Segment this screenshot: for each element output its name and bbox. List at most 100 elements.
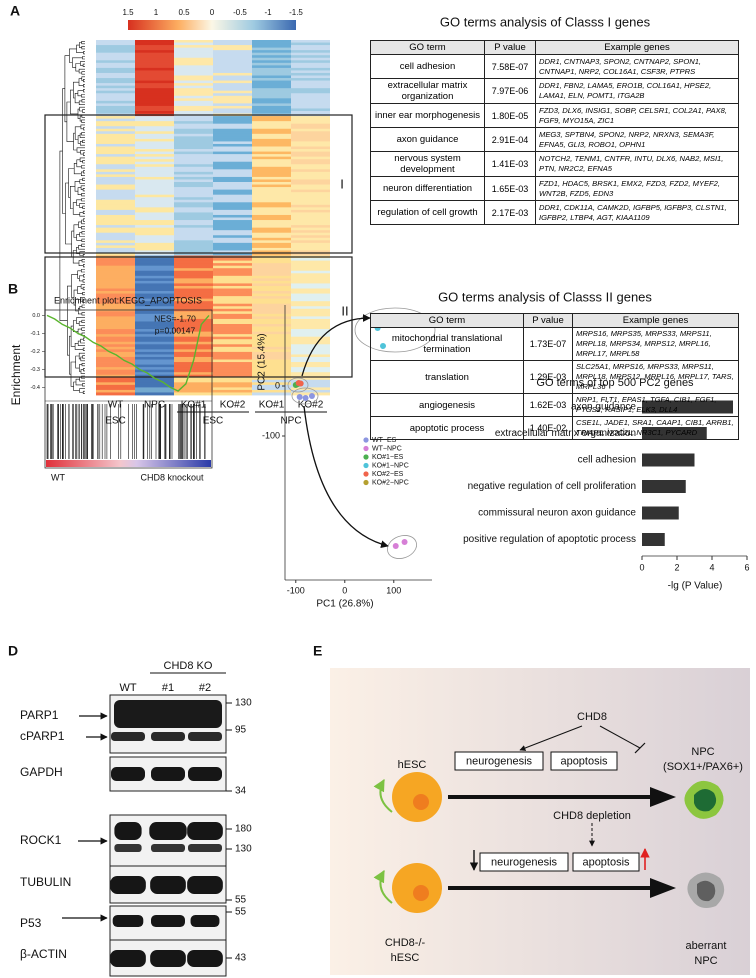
heatmap-cell bbox=[291, 377, 330, 381]
heatmap-cell bbox=[96, 189, 135, 193]
protein-label: cPARP1 bbox=[20, 729, 65, 743]
heatmap-cell bbox=[96, 60, 135, 64]
heatmap-cell bbox=[291, 362, 330, 365]
heatmap-cell bbox=[291, 136, 330, 140]
heatmap-cell bbox=[291, 245, 330, 249]
heatmap-cell bbox=[174, 159, 213, 163]
heatmap-cell bbox=[96, 187, 135, 191]
x-tick-label: 2 bbox=[674, 562, 679, 572]
heatmap-cell bbox=[96, 242, 135, 246]
go-table-class-2: GO term P value Example genes mitochondrial… bbox=[370, 313, 739, 440]
heatmap-cell bbox=[213, 184, 252, 188]
heatmap-cell bbox=[135, 116, 174, 120]
heatmap-cell bbox=[291, 146, 330, 150]
heatmap-cell bbox=[135, 331, 174, 335]
y-tick-label: -0.3 bbox=[31, 367, 40, 373]
heatmap-cell bbox=[291, 65, 330, 69]
table-cell: Example genes bbox=[535, 40, 739, 55]
heatmap-cell bbox=[96, 278, 135, 282]
heatmap-cell bbox=[252, 207, 291, 211]
heatmap-cell bbox=[135, 217, 174, 221]
table-cell: NRP1, FLT1, EPAS1, TGFA, CIB1, FGF1, PTG… bbox=[572, 393, 739, 417]
process-label: apoptosis bbox=[582, 856, 630, 868]
heatmap-cell bbox=[96, 275, 135, 279]
heatmap-cell bbox=[213, 346, 252, 350]
heatmap-cell bbox=[213, 382, 252, 386]
heatmap-cell bbox=[252, 346, 291, 350]
heatmap-cell bbox=[252, 329, 291, 333]
table-cell: GO term bbox=[370, 313, 524, 328]
heatmap-cell bbox=[96, 204, 135, 208]
heatmap-cell bbox=[96, 331, 135, 335]
heatmap-cell bbox=[252, 288, 291, 292]
heatmap-cell bbox=[291, 189, 330, 193]
heatmap-cell bbox=[213, 387, 252, 391]
table-cell: DDR1, FBN2, LAMA5, ERO1B, COL16A1, HPSE2… bbox=[535, 78, 739, 104]
heatmap-cell bbox=[135, 75, 174, 79]
heatmap-cell bbox=[213, 240, 252, 244]
heatmap-cell bbox=[174, 242, 213, 246]
heatmap-cell bbox=[135, 131, 174, 135]
heatmap-cell bbox=[96, 164, 135, 168]
heatmap-cell bbox=[291, 50, 330, 54]
heatmap-cell bbox=[291, 116, 330, 120]
nucleus bbox=[413, 885, 429, 901]
cell-label: (SOX1+/PAX6+) bbox=[663, 761, 743, 773]
heatmap-cell bbox=[213, 161, 252, 165]
heatmap-cell bbox=[252, 111, 291, 114]
heatmap-cell bbox=[96, 260, 135, 264]
colorbar bbox=[128, 20, 296, 30]
heatmap-cell bbox=[291, 128, 330, 132]
heatmap-cell bbox=[291, 225, 330, 229]
colorbar-tick-label: -1.5 bbox=[289, 8, 303, 17]
heatmap-cell bbox=[96, 329, 135, 333]
heatmap-cell bbox=[135, 222, 174, 226]
heatmap-cell bbox=[252, 138, 291, 142]
heatmap-cell bbox=[291, 100, 330, 104]
heatmap-cell bbox=[135, 62, 174, 66]
heatmap-cell bbox=[96, 362, 135, 365]
heatmap-cell bbox=[291, 341, 330, 345]
heatmap-cell bbox=[213, 83, 252, 87]
band bbox=[111, 732, 145, 741]
x-axis-label: PC1 (26.8%) bbox=[316, 599, 373, 610]
heatmap-cell bbox=[291, 207, 330, 211]
protein-label: TUBULIN bbox=[20, 875, 71, 889]
heatmap-cell bbox=[291, 47, 330, 51]
heatmap-cell bbox=[291, 296, 330, 300]
heatmap-cell bbox=[174, 136, 213, 140]
heatmap-cell bbox=[135, 220, 174, 223]
self-renewal-arrow bbox=[373, 778, 393, 813]
heatmap-cell bbox=[174, 126, 213, 130]
heatmap-cell bbox=[213, 45, 252, 49]
heatmap-cell bbox=[174, 209, 213, 213]
x-axis-label: CHD8 knockout bbox=[140, 472, 204, 482]
heatmap-cell bbox=[96, 88, 135, 92]
heatmap-cell bbox=[252, 260, 291, 264]
heatmap-cell bbox=[213, 103, 252, 107]
heatmap-cell bbox=[135, 285, 174, 289]
y-tick-label: -0.1 bbox=[31, 331, 40, 337]
lane-label: #1 bbox=[162, 682, 174, 694]
heatmap-cell bbox=[252, 227, 291, 231]
heatmap-cell bbox=[174, 133, 213, 137]
heatmap-cell bbox=[213, 204, 252, 208]
heatmap-cell bbox=[135, 80, 174, 84]
band bbox=[150, 876, 186, 894]
heatmap-cell bbox=[135, 202, 174, 206]
heatmap-cell bbox=[252, 133, 291, 137]
heatmap-cell bbox=[135, 311, 174, 315]
heatmap-cell bbox=[135, 367, 174, 371]
heatmap-cell bbox=[291, 156, 330, 160]
heatmap-cell bbox=[291, 138, 330, 142]
heatmap-cell bbox=[213, 143, 252, 147]
heatmap-cell bbox=[291, 70, 330, 74]
heatmap-cell bbox=[174, 313, 213, 317]
heatmap-cell bbox=[96, 154, 135, 158]
heatmap-cell bbox=[96, 245, 135, 249]
heatmap-cell bbox=[213, 116, 252, 120]
heatmap-cell bbox=[174, 240, 213, 244]
heatmap-cell bbox=[174, 103, 213, 107]
heatmap-cell bbox=[252, 164, 291, 168]
heatmap-cell bbox=[213, 349, 252, 353]
